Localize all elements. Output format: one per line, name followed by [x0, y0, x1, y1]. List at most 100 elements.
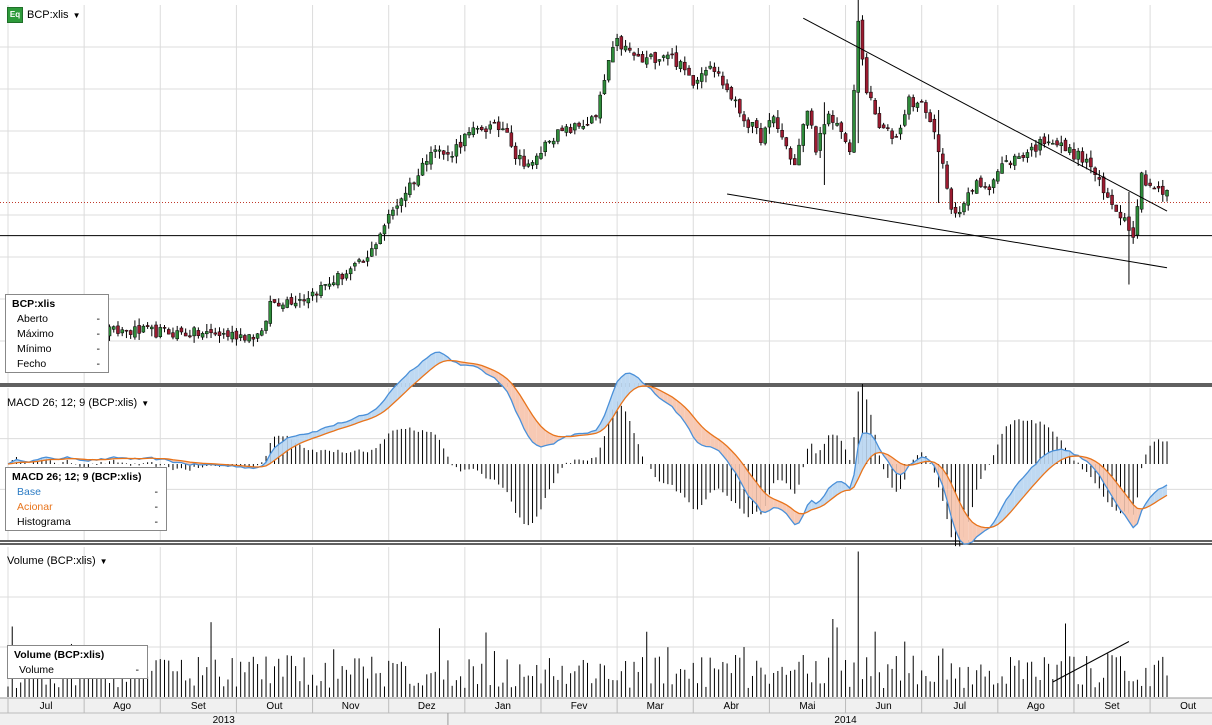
legend-row: Fecho -	[6, 357, 108, 372]
volume-header[interactable]: Volume (BCP:xlis) ▼	[7, 555, 108, 567]
macd-fill	[540, 426, 546, 447]
legend-value: -	[154, 516, 159, 528]
candle-body	[894, 136, 899, 138]
candle-body	[425, 161, 429, 165]
candle-body	[860, 19, 865, 60]
candle-body	[196, 330, 201, 336]
month-tick-label: Jun	[876, 701, 892, 712]
macd-fill	[815, 500, 821, 509]
candle-body	[780, 129, 784, 138]
macd-fill	[490, 368, 495, 378]
month-tick-label: Dez	[418, 701, 436, 712]
candle-body	[983, 186, 987, 188]
macd-fill	[786, 504, 791, 520]
macd-fill	[1031, 464, 1036, 488]
candle-body	[505, 128, 509, 133]
macd-fill	[1027, 467, 1032, 493]
macd-fill	[270, 447, 275, 464]
candle-body	[712, 66, 717, 72]
candle-body	[1152, 187, 1157, 190]
macd-fill	[380, 399, 385, 414]
macd-fill	[291, 436, 296, 449]
legend-row: Acionar -	[6, 500, 166, 515]
macd-fill	[972, 522, 977, 542]
volume-header-label[interactable]: Volume (BCP:xlis)	[7, 555, 96, 567]
candle-body	[873, 100, 877, 115]
trendline	[727, 193, 1168, 269]
candle-body	[450, 156, 454, 158]
candle-body	[255, 333, 260, 339]
candle-body	[632, 52, 636, 56]
candle-body	[966, 192, 970, 206]
candle-body	[124, 329, 129, 332]
candle-body	[1110, 194, 1114, 205]
symbol-label[interactable]: BCP:xlis	[27, 9, 69, 21]
candle-body	[1165, 190, 1169, 197]
macd-fill	[304, 433, 309, 442]
candle-body	[1161, 185, 1165, 195]
legend-row: Aberto -	[6, 312, 108, 327]
candle-body	[653, 52, 657, 63]
candle-body	[941, 153, 945, 164]
candle-body	[886, 127, 890, 129]
macd-header-label[interactable]: MACD 26; 12; 9 (BCP:xlis)	[7, 397, 138, 409]
candle-body	[205, 331, 209, 335]
candle-body	[674, 52, 679, 67]
legend-row: Histograma -	[6, 515, 166, 530]
candle-body	[797, 144, 801, 166]
macd-fill	[1023, 472, 1028, 498]
candle-body	[234, 330, 239, 340]
candle-body	[192, 327, 196, 337]
macd-header[interactable]: MACD 26; 12; 9 (BCP:xlis) ▼	[7, 397, 149, 409]
candle-body	[315, 293, 319, 296]
caret-down-icon[interactable]: ▼	[72, 10, 81, 20]
candle-body	[979, 177, 983, 187]
month-tick-label: Out	[266, 701, 282, 712]
candle-body	[924, 102, 928, 113]
candle-body	[852, 90, 856, 153]
candle-body	[1055, 140, 1059, 146]
macd-fill	[887, 454, 893, 469]
candle-body	[928, 112, 932, 122]
candle-body	[687, 67, 691, 76]
trendline	[1052, 641, 1130, 683]
macd-fill	[744, 465, 749, 496]
candle-body	[145, 325, 150, 327]
caret-down-icon[interactable]: ▼	[99, 556, 108, 566]
candle-body	[408, 182, 412, 195]
candle-body	[915, 102, 920, 108]
candle-body	[835, 122, 839, 126]
candle-body	[340, 273, 344, 280]
volume-legend: Volume (BCP:xlis) Volume -	[7, 645, 148, 679]
macd-fill	[701, 426, 706, 447]
legend-value: -	[96, 328, 101, 340]
candle-body	[441, 150, 446, 155]
macd-fill	[629, 373, 635, 393]
macd-fill	[1006, 494, 1011, 517]
candle-body	[581, 126, 586, 129]
symbol-header[interactable]: Eq BCP:xlis ▼	[7, 7, 80, 23]
candle-body	[1008, 162, 1013, 166]
caret-down-icon[interactable]: ▼	[141, 398, 150, 408]
candle-body	[522, 155, 526, 167]
macd-fill	[832, 481, 838, 499]
eq-logo-icon: Eq	[7, 7, 23, 23]
candle-body	[467, 131, 471, 136]
month-tick-label: Mai	[799, 701, 815, 712]
macd-fill	[1044, 452, 1049, 474]
month-tick-label: Jul	[953, 701, 966, 712]
candle-body	[695, 79, 700, 84]
macd-fill	[1128, 498, 1134, 528]
legend-value: -	[135, 664, 140, 676]
macd-fill	[604, 404, 609, 429]
candle-body	[213, 332, 218, 335]
candle-body	[1114, 204, 1119, 212]
candle-body	[357, 259, 361, 262]
macd-fill	[1061, 449, 1066, 460]
macd-fill	[1002, 499, 1007, 522]
candle-body	[171, 332, 175, 338]
macd-fill	[1112, 476, 1117, 504]
candle-body	[530, 162, 535, 166]
macd-fill	[608, 392, 613, 424]
